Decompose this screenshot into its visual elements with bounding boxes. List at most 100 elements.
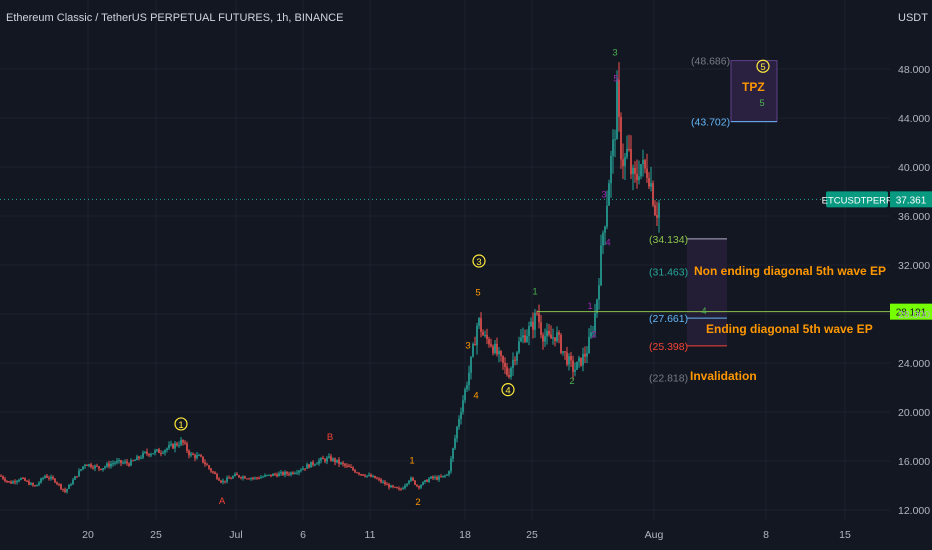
candle-body — [32, 483, 34, 486]
candle-body — [166, 448, 168, 451]
candle-body — [612, 139, 614, 156]
fib-level-label: (25.398) — [649, 341, 688, 353]
candle-body — [354, 469, 356, 473]
candle-body — [468, 372, 470, 386]
candle-body — [16, 481, 18, 483]
target-zones — [687, 60, 778, 347]
candle-body — [170, 443, 172, 446]
candle-body — [318, 460, 320, 464]
wave-label: 2 — [415, 497, 420, 508]
candle-body — [196, 455, 198, 459]
wave-label: A — [219, 496, 226, 507]
grid — [0, 0, 890, 520]
candle-body — [22, 478, 24, 480]
candle-body — [260, 477, 262, 479]
candle-body — [288, 473, 290, 475]
candle-body — [138, 456, 140, 459]
candle-body — [592, 331, 594, 333]
level-badge-value: 28.191 — [896, 308, 927, 319]
candle-body — [114, 462, 116, 464]
candle-body — [50, 476, 52, 479]
candle-body — [556, 332, 558, 341]
candle-body — [80, 469, 82, 471]
candle-body — [120, 460, 122, 464]
candle-body — [470, 356, 472, 373]
candle-body — [624, 157, 626, 167]
candle-body — [438, 476, 440, 480]
candle-body — [338, 459, 340, 464]
candle-body — [372, 475, 374, 477]
candle-body — [476, 325, 478, 346]
candle-body — [162, 452, 164, 454]
candle-body — [298, 470, 300, 473]
candle-body — [442, 475, 444, 478]
candle-body — [186, 443, 188, 451]
candle-body — [262, 476, 264, 478]
candle-body — [520, 337, 522, 342]
candle-body — [550, 334, 552, 339]
candle-body — [124, 461, 126, 463]
tpz-zone — [730, 60, 778, 123]
candle-body — [486, 335, 488, 340]
candle-body — [588, 336, 590, 354]
candle-body — [54, 478, 56, 483]
candle-body — [56, 482, 58, 484]
candle-body — [484, 335, 486, 337]
candle-body — [62, 488, 64, 490]
candle-body — [346, 465, 348, 467]
x-tick-label: 11 — [365, 529, 376, 541]
x-tick-label: 6 — [300, 529, 306, 541]
fib-level-label: (22.818) — [649, 372, 688, 384]
fib-level-label: (27.661) — [649, 313, 688, 325]
candle-body — [452, 448, 454, 459]
candle-body — [580, 357, 582, 366]
candle-body — [406, 483, 408, 486]
candle-body — [642, 160, 644, 165]
candle-body — [232, 476, 234, 479]
candle-body — [328, 456, 330, 458]
candle-body — [514, 359, 516, 361]
candle-body — [448, 471, 450, 475]
candle-body — [282, 472, 284, 475]
candle-body — [188, 450, 190, 456]
x-tick-label: 15 — [839, 529, 851, 541]
candle-body — [216, 474, 218, 479]
candle-body — [374, 475, 376, 479]
wave-label: 3 — [601, 190, 606, 201]
candle-body — [248, 478, 250, 480]
candle-body — [30, 483, 32, 485]
candle-body — [496, 343, 498, 355]
candle-body — [122, 462, 124, 464]
candle-body — [380, 479, 382, 483]
wave-label: 2 — [569, 376, 574, 387]
candle-body — [404, 485, 406, 489]
candle-body — [568, 356, 570, 365]
y-tick-label: 12.000 — [898, 505, 930, 517]
candle-body — [364, 475, 366, 477]
candle-body — [502, 355, 504, 363]
candle-body — [646, 168, 648, 178]
candle-body — [26, 480, 28, 482]
candles — [0, 62, 660, 494]
wave-label: 5 — [759, 98, 764, 109]
x-tick-label: Aug — [645, 529, 664, 541]
candle-body — [236, 473, 238, 476]
candle-body — [94, 465, 96, 469]
candle-body — [158, 449, 160, 453]
candle-body — [652, 183, 654, 206]
candle-body — [602, 232, 604, 246]
candle-body — [64, 489, 66, 492]
candle-body — [194, 455, 196, 459]
candle-body — [252, 477, 254, 479]
wave-label: 3 — [465, 340, 470, 351]
candle-body — [320, 458, 322, 461]
candle-body — [142, 452, 144, 458]
candle-body — [222, 480, 224, 483]
candle-body — [420, 485, 422, 488]
candle-body — [382, 481, 384, 483]
candle-body — [464, 389, 466, 401]
candle-body — [544, 336, 546, 342]
candle-body — [78, 470, 80, 477]
y-tick-label: 20.000 — [898, 407, 930, 419]
